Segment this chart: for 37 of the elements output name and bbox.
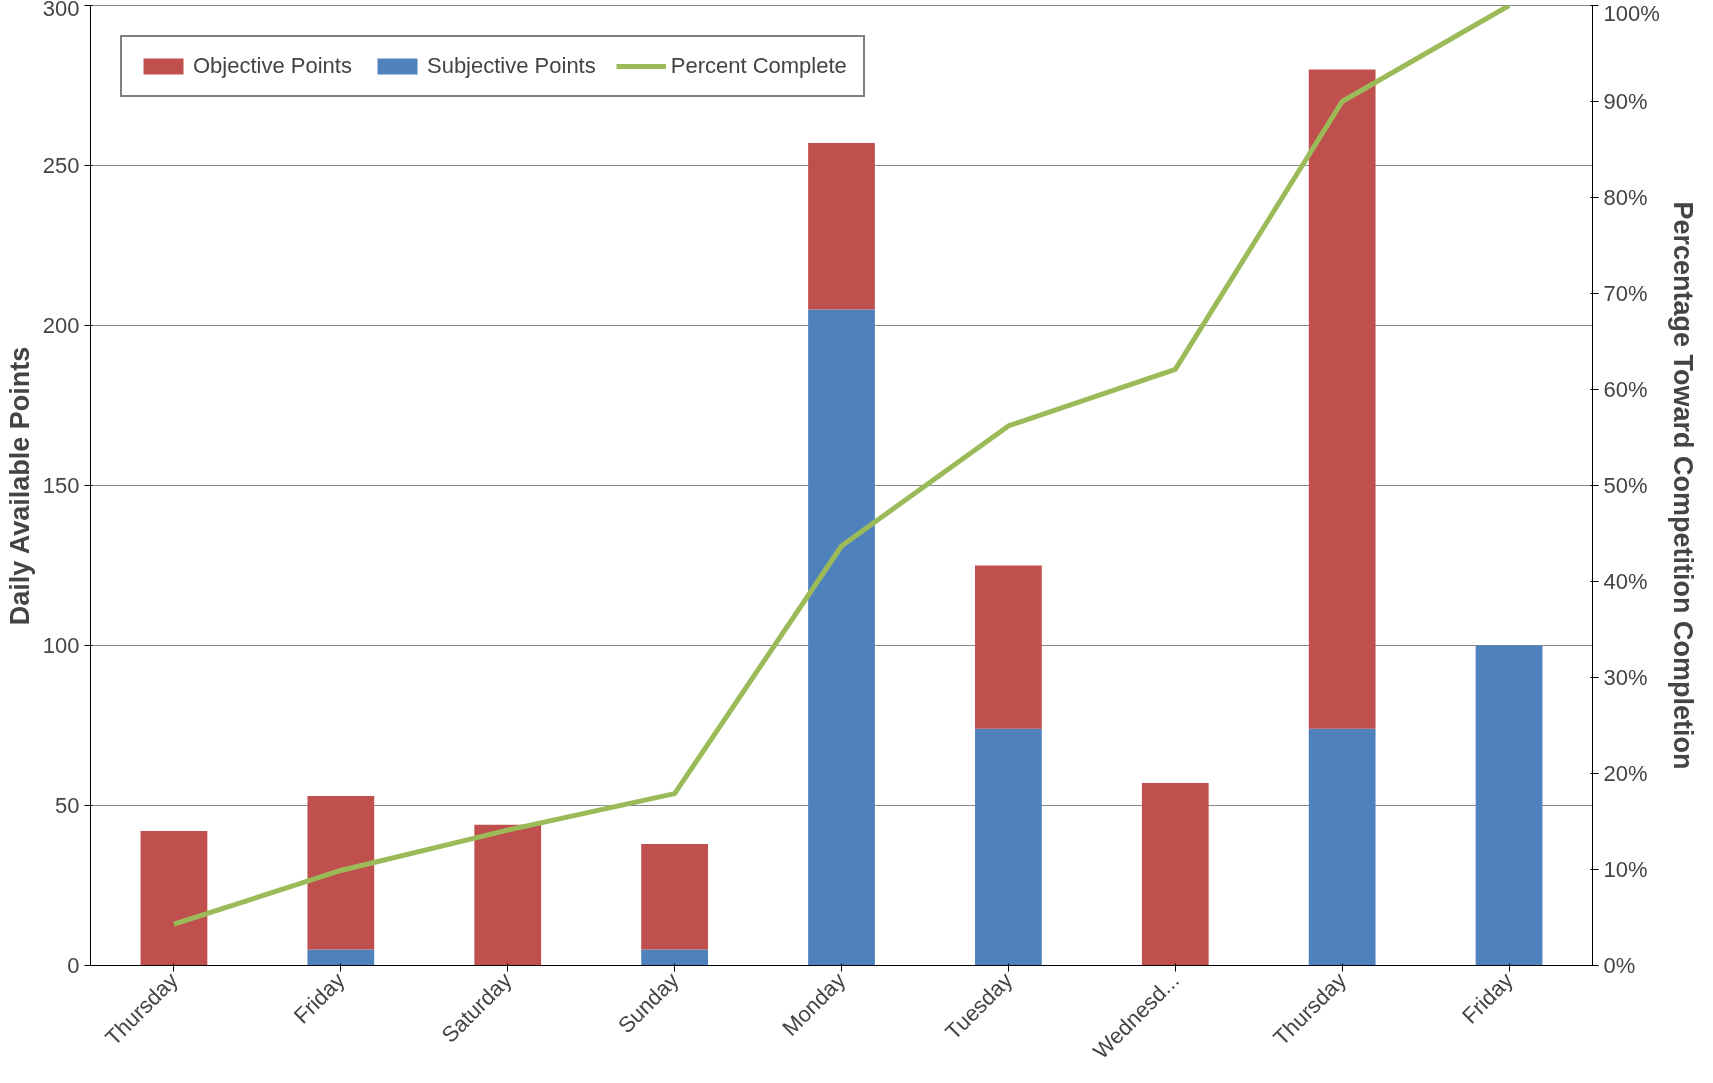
y2-tick-label: 90% (1603, 89, 1648, 114)
y-axis-title: Daily Available Points (4, 346, 35, 626)
bar (307, 795, 375, 950)
bar (975, 565, 1042, 729)
bar (140, 831, 208, 966)
bar (474, 824, 542, 966)
y2-tick-label: 50% (1603, 473, 1648, 498)
y2-tick-label: 40% (1603, 569, 1648, 594)
legend-label: Objective Points (193, 53, 352, 79)
y-tick-label: 200 (42, 313, 80, 338)
y2-tick-label: 80% (1603, 185, 1648, 210)
y-tick-label: 150 (42, 473, 80, 498)
y2-tick-label: 60% (1603, 377, 1648, 402)
bar (808, 143, 875, 310)
y2-tick-label: 30% (1603, 665, 1648, 690)
bar (808, 309, 875, 966)
bar (1475, 645, 1543, 966)
bar (1308, 69, 1376, 729)
y2-axis-title: Percentage Toward Competition Completion (1667, 201, 1698, 770)
y-tick-label: 50 (55, 793, 80, 818)
y2-tick-label: 20% (1603, 761, 1648, 786)
bar (307, 949, 375, 966)
y-tick-label: 250 (42, 153, 80, 178)
y2-tick-label: 100% (1603, 0, 1660, 26)
y2-tick-label: 70% (1603, 281, 1648, 306)
bar (1141, 783, 1209, 966)
bar (641, 949, 708, 966)
bar (1308, 728, 1376, 966)
y-tick-label: 100 (42, 633, 80, 658)
bar (975, 728, 1042, 966)
y2-tick-label: 10% (1603, 857, 1648, 882)
y2-tick-label: 0% (1603, 953, 1636, 978)
legend-label: Subjective Points (426, 53, 596, 79)
legend-label: Percent Complete (670, 53, 847, 79)
y-tick-label: 300 (42, 0, 80, 21)
bar (641, 843, 708, 950)
y-tick-label: 0 (67, 953, 80, 978)
